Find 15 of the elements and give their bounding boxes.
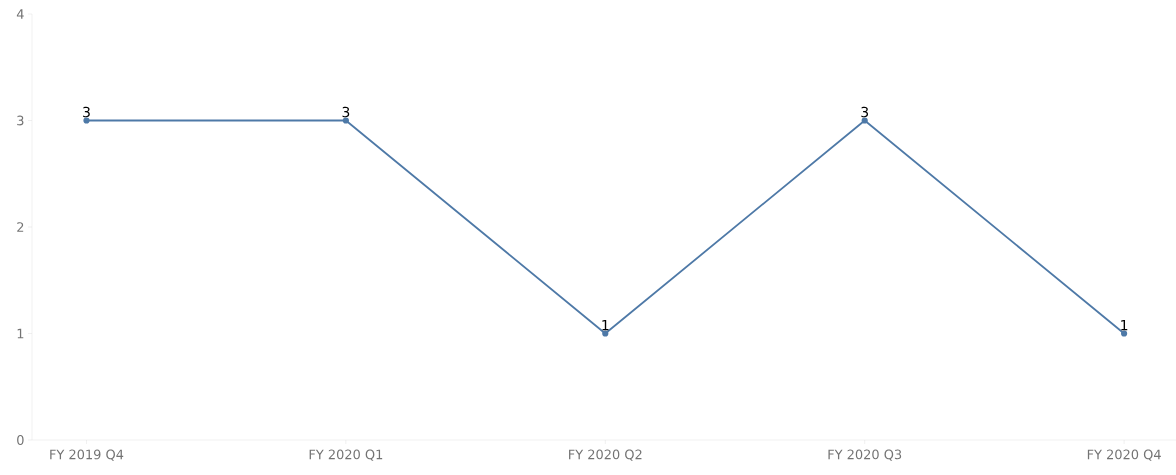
x-tick-label: FY 2020 Q3: [828, 449, 902, 461]
data-label: 1: [602, 320, 609, 331]
y-tick-label: 1: [17, 328, 24, 339]
y-tick-label: 4: [16, 9, 24, 19]
y-tick-label: 0: [17, 435, 24, 445]
data-label: 3: [861, 106, 869, 118]
x-tick-label: FY 2020 Q2: [569, 449, 642, 461]
x-tick-label: FY 2020 Q4: [1087, 449, 1161, 461]
x-tick-label: FY 2020 Q1: [309, 449, 383, 461]
y-tick-label: 3: [17, 115, 24, 126]
y-tick-label: 2: [17, 222, 24, 232]
data-label: 1: [1121, 320, 1128, 331]
data-label: 3: [342, 106, 350, 118]
x-tick-label: FY 2019 Q4: [50, 449, 124, 461]
data-label: 3: [83, 106, 90, 118]
